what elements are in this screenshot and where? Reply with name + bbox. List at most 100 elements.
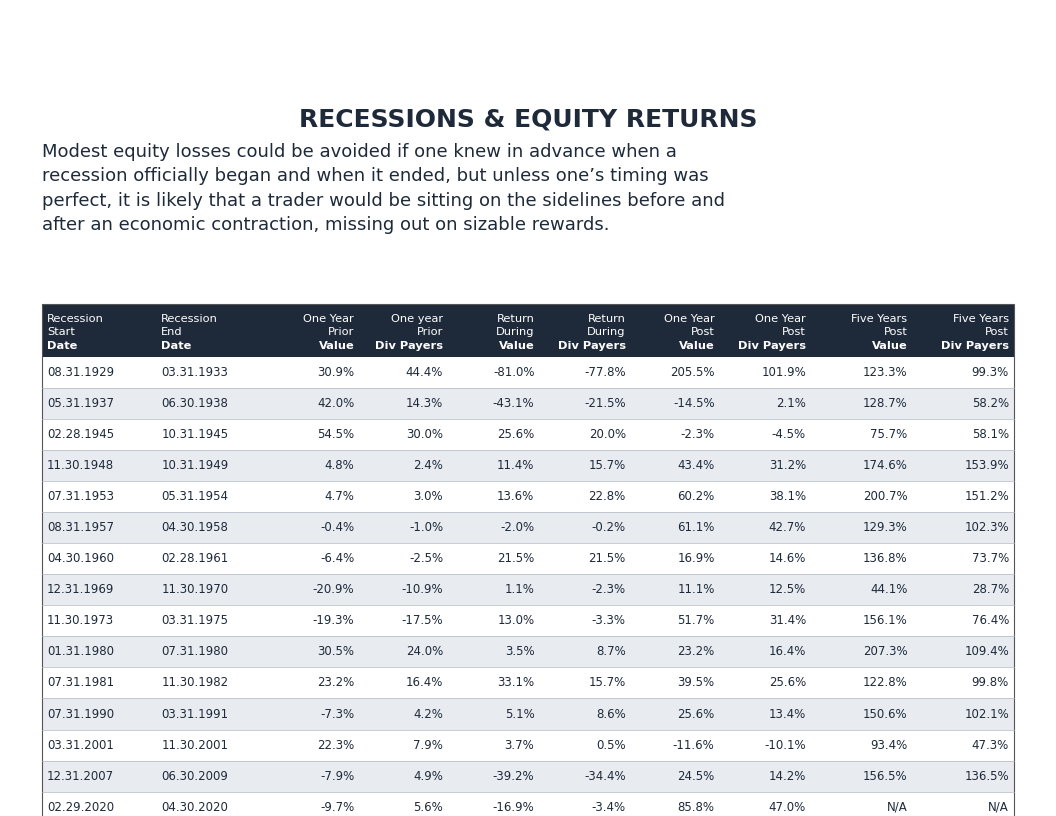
Text: 151.2%: 151.2%: [964, 490, 1008, 503]
Text: 03.31.2001: 03.31.2001: [48, 738, 114, 752]
Text: 156.1%: 156.1%: [863, 614, 907, 628]
Text: 13.0%: 13.0%: [497, 614, 534, 628]
Text: 04.30.2020: 04.30.2020: [162, 800, 228, 814]
Text: -9.7%: -9.7%: [320, 800, 354, 814]
Text: -11.6%: -11.6%: [673, 738, 715, 752]
Text: 101.9%: 101.9%: [761, 366, 806, 379]
Text: 02.28.1945: 02.28.1945: [48, 428, 114, 441]
Text: Value: Value: [872, 341, 907, 351]
Text: 07.31.1990: 07.31.1990: [48, 707, 114, 721]
Text: 2.4%: 2.4%: [413, 459, 444, 472]
Text: 08.31.1929: 08.31.1929: [48, 366, 114, 379]
Text: 24.0%: 24.0%: [406, 645, 444, 659]
Text: 11.30.2001: 11.30.2001: [162, 738, 228, 752]
Text: 11.30.1948: 11.30.1948: [48, 459, 114, 472]
Text: 24.5%: 24.5%: [677, 769, 715, 783]
Text: One Year: One Year: [755, 314, 806, 324]
Text: -7.3%: -7.3%: [320, 707, 354, 721]
Text: 75.7%: 75.7%: [870, 428, 907, 441]
Bar: [42, 792, 1014, 816]
Text: 76.4%: 76.4%: [972, 614, 1008, 628]
Text: 174.6%: 174.6%: [863, 459, 907, 472]
Text: 11.4%: 11.4%: [497, 459, 534, 472]
Text: -1.0%: -1.0%: [409, 521, 444, 534]
Text: -77.8%: -77.8%: [584, 366, 626, 379]
Bar: [42, 574, 1014, 605]
Bar: [42, 730, 1014, 761]
Text: -81.0%: -81.0%: [493, 366, 534, 379]
Text: -17.5%: -17.5%: [401, 614, 444, 628]
Text: -21.5%: -21.5%: [584, 397, 626, 410]
Text: 102.3%: 102.3%: [964, 521, 1008, 534]
Text: -2.3%: -2.3%: [680, 428, 715, 441]
Text: 20.0%: 20.0%: [588, 428, 626, 441]
Text: 06.30.1938: 06.30.1938: [162, 397, 228, 410]
Text: -0.2%: -0.2%: [591, 521, 626, 534]
Text: 0.5%: 0.5%: [597, 738, 626, 752]
Text: 05.31.1954: 05.31.1954: [162, 490, 228, 503]
Text: Value: Value: [319, 341, 354, 351]
Text: 06.30.2009: 06.30.2009: [162, 769, 228, 783]
Text: 10.31.1949: 10.31.1949: [162, 459, 228, 472]
Text: 4.2%: 4.2%: [413, 707, 444, 721]
Bar: [42, 481, 1014, 512]
Text: Recession: Recession: [48, 314, 103, 324]
Text: Div Payers: Div Payers: [375, 341, 444, 351]
Text: 85.8%: 85.8%: [678, 800, 715, 814]
Text: 136.5%: 136.5%: [964, 769, 1008, 783]
Text: 16.4%: 16.4%: [406, 676, 444, 690]
Text: 136.8%: 136.8%: [863, 552, 907, 565]
Text: 4.7%: 4.7%: [324, 490, 354, 503]
Text: One Year: One Year: [303, 314, 354, 324]
Text: Five Years: Five Years: [953, 314, 1008, 324]
Text: 109.4%: 109.4%: [964, 645, 1008, 659]
Bar: [42, 512, 1014, 543]
Text: 10.31.1945: 10.31.1945: [162, 428, 228, 441]
Text: 04.30.1960: 04.30.1960: [48, 552, 114, 565]
Text: 21.5%: 21.5%: [588, 552, 626, 565]
Text: Div Payers: Div Payers: [941, 341, 1008, 351]
Text: -19.3%: -19.3%: [313, 614, 354, 628]
Text: 123.3%: 123.3%: [863, 366, 907, 379]
Text: 11.30.1982: 11.30.1982: [162, 676, 228, 690]
Text: 4.9%: 4.9%: [413, 769, 444, 783]
Text: 43.4%: 43.4%: [677, 459, 715, 472]
Text: End: End: [162, 326, 183, 336]
Text: 31.2%: 31.2%: [769, 459, 806, 472]
Text: 11.30.1970: 11.30.1970: [162, 583, 228, 596]
Text: Return: Return: [496, 314, 534, 324]
Text: 102.1%: 102.1%: [964, 707, 1008, 721]
Text: -20.9%: -20.9%: [313, 583, 354, 596]
Text: N/A: N/A: [887, 800, 907, 814]
Text: 12.31.1969: 12.31.1969: [48, 583, 114, 596]
Text: 14.2%: 14.2%: [769, 769, 806, 783]
Text: 02.28.1961: 02.28.1961: [162, 552, 228, 565]
Text: 07.31.1981: 07.31.1981: [48, 676, 114, 690]
Text: 54.5%: 54.5%: [317, 428, 354, 441]
Text: -2.0%: -2.0%: [501, 521, 534, 534]
Text: 11.30.1973: 11.30.1973: [48, 614, 114, 628]
Text: Return: Return: [588, 314, 626, 324]
Text: T H E   P R U D E N T   S P E C U L A T O R: T H E P R U D E N T S P E C U L A T O R: [26, 35, 343, 51]
Text: 16.4%: 16.4%: [769, 645, 806, 659]
Text: 03.31.1991: 03.31.1991: [162, 707, 228, 721]
Text: 04.30.1958: 04.30.1958: [162, 521, 228, 534]
Text: Value: Value: [679, 341, 715, 351]
Text: 8.7%: 8.7%: [596, 645, 626, 659]
Text: -34.4%: -34.4%: [584, 769, 626, 783]
Text: 25.6%: 25.6%: [677, 707, 715, 721]
Text: 12.5%: 12.5%: [769, 583, 806, 596]
Text: 44.4%: 44.4%: [406, 366, 444, 379]
Text: 16.9%: 16.9%: [677, 552, 715, 565]
Text: Value: Value: [498, 341, 534, 351]
Text: 122.8%: 122.8%: [863, 676, 907, 690]
Text: 7.9%: 7.9%: [413, 738, 444, 752]
Bar: [42, 304, 1014, 816]
Text: Date: Date: [48, 341, 77, 351]
Text: 02.29.2020: 02.29.2020: [48, 800, 114, 814]
Text: During: During: [496, 326, 534, 336]
Text: 31.4%: 31.4%: [769, 614, 806, 628]
Text: 8.6%: 8.6%: [596, 707, 626, 721]
Text: 5.1%: 5.1%: [505, 707, 534, 721]
Text: «: «: [999, 24, 1023, 62]
